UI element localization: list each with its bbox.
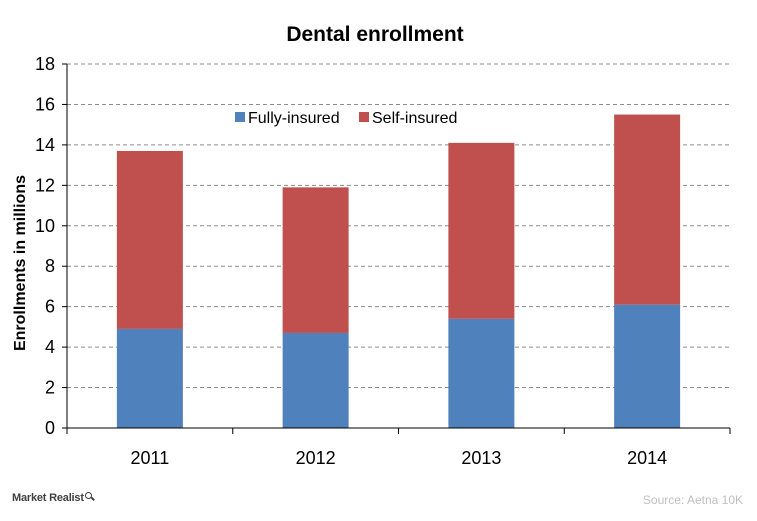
y-tick-label: 2: [45, 378, 55, 398]
legend-swatch-self-insured: [359, 112, 369, 122]
x-tick-label: 2013: [461, 448, 501, 468]
x-tick-label: 2012: [296, 448, 336, 468]
x-tick-labels: 2011 2012 2013 2014: [131, 448, 668, 468]
chart-title: Dental enrollment: [286, 23, 463, 46]
y-tick-label: 6: [45, 297, 55, 317]
bar-fully-insured-2014: [614, 304, 681, 428]
legend: Fully-insured Self-insured: [235, 110, 457, 127]
magnifier-icon: [84, 492, 94, 501]
y-tick-label: 4: [45, 337, 55, 357]
bars: [116, 114, 681, 428]
y-tick-label: 14: [35, 135, 55, 155]
bar-fully-insured-2012: [282, 332, 349, 428]
y-tick-label: 8: [45, 256, 55, 276]
y-tick-label: 12: [35, 175, 55, 195]
x-tick-label: 2011: [131, 448, 170, 468]
legend-label: Self-insured: [372, 110, 457, 127]
market-realist-logo: Market Realist: [12, 492, 94, 504]
y-tick-label: 10: [35, 216, 55, 236]
bar-self-insured-2013: [448, 142, 515, 319]
y-tick-labels: 0 2 4 6 8 10 12 14 16 18: [35, 54, 55, 438]
y-tick-label: 16: [35, 94, 55, 114]
x-tick-label: 2014: [627, 448, 667, 468]
bar-self-insured-2014: [614, 114, 681, 305]
logo-text: Market Realist: [12, 492, 84, 504]
y-axis-label: Enrollments in millions: [12, 175, 29, 351]
axes: [62, 63, 731, 434]
bar-fully-insured-2011: [116, 328, 183, 428]
bar-self-insured-2012: [282, 187, 349, 333]
y-tick-label: 18: [35, 54, 55, 74]
bar-self-insured-2011: [116, 150, 183, 329]
y-tick-label: 0: [45, 418, 55, 438]
bar-fully-insured-2013: [448, 318, 515, 428]
gridlines: [67, 63, 730, 389]
legend-swatch-fully-insured: [235, 112, 245, 122]
legend-label: Fully-insured: [248, 110, 340, 127]
source-note: Source: Aetna 10K: [642, 493, 743, 507]
